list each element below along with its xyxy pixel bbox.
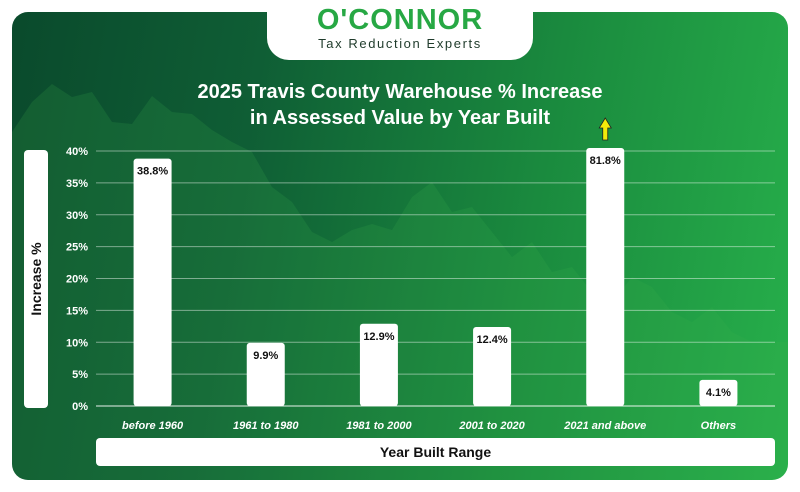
chart-title-line-2: in Assessed Value by Year Built	[249, 107, 551, 129]
y-tick-label: 35%	[66, 178, 88, 190]
logo: O'CONNOR Tax Reduction Experts	[267, 0, 533, 60]
bar	[133, 158, 172, 406]
data-label: 81.8%	[590, 155, 621, 167]
data-label: 12.4%	[476, 334, 507, 346]
logo-tagline: Tax Reduction Experts	[318, 36, 482, 51]
up-arrow-icon	[598, 117, 612, 141]
y-tick-label: 25%	[66, 242, 88, 254]
bar	[473, 326, 512, 406]
y-tick-label: 40%	[66, 146, 88, 158]
y-tick-label: 15%	[66, 305, 88, 317]
y-axis-label-box	[24, 150, 48, 408]
x-tick-label: Others	[701, 420, 736, 432]
x-tick-label: before 1960	[122, 420, 184, 432]
y-tick-label: 5%	[72, 369, 88, 381]
data-label: 9.9%	[253, 350, 278, 362]
chart-title-line-1: 2025 Travis County Warehouse % Increase	[197, 81, 603, 103]
x-tick-label: 2001 to 2020	[458, 420, 525, 432]
bar	[699, 379, 738, 406]
y-tick-label: 30%	[66, 210, 88, 222]
x-tick-label: 1961 to 1980	[233, 420, 299, 432]
y-tick-label: 10%	[66, 337, 88, 349]
x-axis-label: Year Built Range	[96, 438, 775, 466]
data-label: 38.8%	[137, 166, 168, 178]
x-tick-label: 2021 and above	[563, 420, 646, 432]
y-tick-label: 20%	[66, 274, 88, 286]
x-tick-label: 1981 to 2000	[346, 420, 412, 432]
bar	[359, 323, 398, 406]
bar	[246, 342, 285, 406]
data-label: 12.9%	[363, 331, 394, 343]
data-label: 4.1%	[706, 387, 731, 399]
bar	[586, 148, 625, 406]
y-tick-label: 0%	[72, 401, 88, 413]
logo-name: O'CONNOR	[316, 4, 484, 36]
